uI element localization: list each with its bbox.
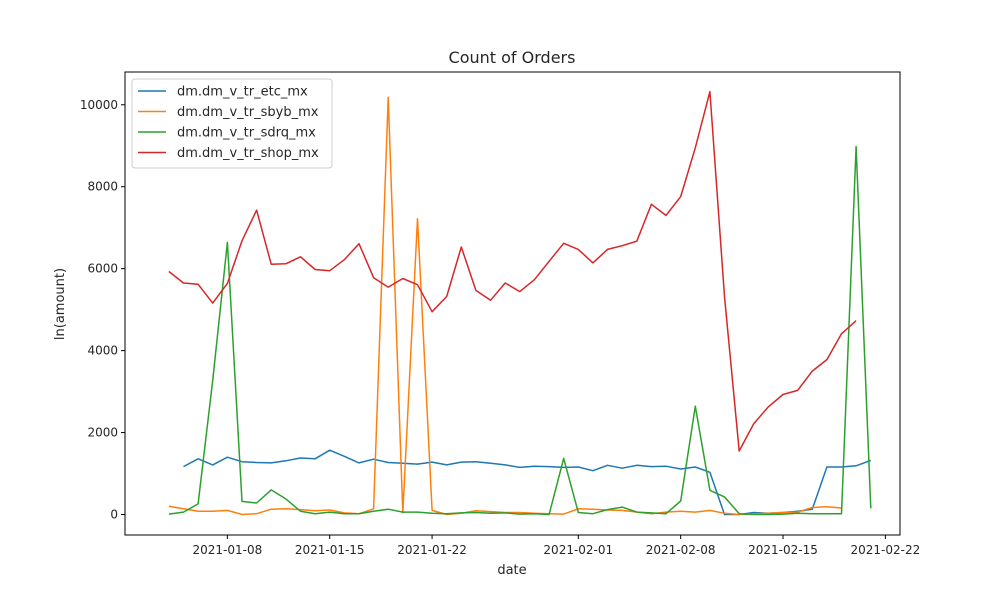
x-tick-label: 2021-02-22 xyxy=(851,543,921,557)
legend-items: dm.dm_v_tr_etc_mx dm.dm_v_tr_sbyb_mx dm.dm… xyxy=(138,85,319,161)
chart-title: Count of Orders xyxy=(449,48,576,67)
x-tick-label: 2021-01-08 xyxy=(192,543,262,557)
legend-label: dm.dm_v_tr_sbyb_mx xyxy=(177,105,319,120)
y-tick-label: 6000 xyxy=(87,262,118,276)
y-tick-label: 8000 xyxy=(87,180,118,194)
x-tick-label: 2021-02-01 xyxy=(543,543,613,557)
legend-label: dm.dm_v_tr_shop_mx xyxy=(177,146,319,161)
x-tick-label: 2021-02-08 xyxy=(646,543,716,557)
x-tick-label: 2021-01-22 xyxy=(397,543,467,557)
legend-label: dm.dm_v_tr_sdrq_mx xyxy=(177,126,316,141)
series-line-shop xyxy=(168,90,857,452)
x-axis-label: date xyxy=(497,563,526,578)
y-axis-ticks: 0 2000 4000 6000 8000 10000 xyxy=(80,98,125,522)
x-axis-ticks: 2021-01-08 2021-01-15 2021-01-22 2021-02-01… xyxy=(192,535,920,557)
legend: dm.dm_v_tr_etc_mx dm.dm_v_tr_sbyb_mx dm.dm… xyxy=(131,78,333,169)
series-line-etc xyxy=(183,449,872,516)
y-tick-label: 4000 xyxy=(87,344,118,358)
legend-label: dm.dm_v_tr_etc_mx xyxy=(177,85,308,100)
y-tick-label: 10000 xyxy=(80,98,118,112)
x-tick-label: 2021-01-15 xyxy=(295,543,365,557)
series-layer xyxy=(168,90,872,516)
y-axis-label: ln(amount) xyxy=(53,268,68,340)
y-tick-label: 0 xyxy=(110,508,118,522)
legend-box xyxy=(131,78,333,169)
y-tick-label: 2000 xyxy=(87,426,118,440)
series-line-sdrq xyxy=(168,145,872,516)
x-tick-label: 2021-02-15 xyxy=(748,543,818,557)
